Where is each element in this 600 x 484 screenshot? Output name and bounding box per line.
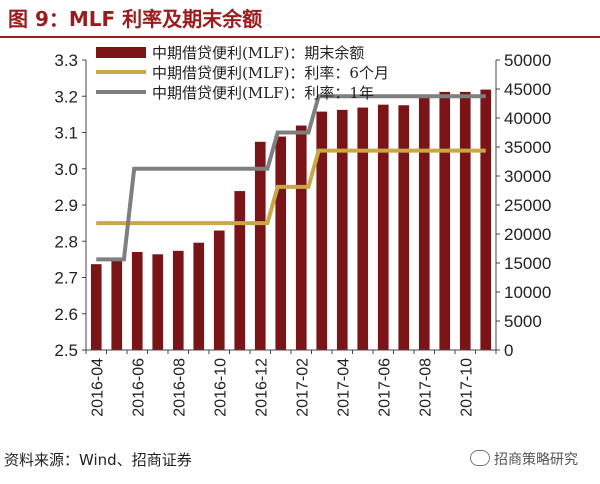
balance-bar [234, 191, 246, 350]
left-tick-label: 2.8 [54, 232, 78, 251]
balance-bar [90, 264, 102, 350]
x-tick-label: 2016-12 [253, 358, 270, 417]
right-tick-label: 0 [504, 341, 513, 360]
balance-bar [357, 107, 369, 350]
wechat-icon [470, 450, 490, 466]
balance-bar [213, 230, 225, 350]
balance-bar [439, 91, 451, 351]
right-tick-label: 35000 [504, 138, 551, 157]
right-tick-label: 25000 [504, 196, 551, 215]
balance-bar [254, 141, 266, 350]
balance-bar [152, 254, 164, 350]
title-divider [0, 36, 600, 38]
axes-group: 2.5 2.6 2.7 2.8 2.9 3.0 3.1 3.2 3.3 0 5000 10000 150… [54, 51, 551, 417]
balance-bar [377, 104, 389, 350]
x-tick-label: 2016-10 [212, 358, 229, 417]
left-tick-label: 3.0 [54, 160, 78, 179]
balance-bar [418, 95, 430, 351]
x-tick-label: 2016-06 [130, 358, 147, 417]
legend-swatch-bar [96, 47, 146, 58]
balance-bar [172, 250, 184, 350]
left-tick-label: 3.3 [54, 51, 78, 70]
right-tick-label: 10000 [504, 283, 551, 302]
right-tick-label: 5000 [504, 312, 542, 331]
balance-bar [398, 105, 410, 351]
right-tick-label: 15000 [504, 254, 551, 273]
left-tick-label: 3.2 [54, 87, 78, 106]
balance-bar [275, 136, 287, 350]
x-tick-label: 2016-08 [171, 358, 188, 417]
legend-item-rate-6m: 中期借贷便利(MLF)：利率：6个月 [152, 64, 389, 82]
right-tick-label: 40000 [504, 109, 551, 128]
left-tick-label: 2.6 [54, 305, 78, 324]
right-tick-label: 50000 [504, 51, 551, 70]
right-tick-label: 20000 [504, 225, 551, 244]
watermark: 招商策略研究 [470, 446, 578, 474]
right-tick-label: 30000 [504, 167, 551, 186]
source-note: 资料来源：Wind、招商证券 [4, 451, 192, 469]
balance-bar [459, 91, 471, 351]
x-tick-label: 2017-04 [335, 358, 352, 417]
x-tick-label: 2017-10 [458, 358, 475, 417]
rate-6m-line [96, 148, 486, 226]
x-tick-label: 2016-04 [89, 358, 106, 417]
balance-bar [193, 242, 205, 350]
left-tick-label: 3.1 [54, 124, 78, 143]
x-tick-label: 2017-08 [417, 358, 434, 417]
left-tick-label: 2.5 [54, 341, 78, 360]
left-tick-label: 2.9 [54, 196, 78, 215]
balance-bar [336, 109, 348, 350]
balance-bar [111, 258, 123, 350]
x-tick-label: 2017-06 [376, 358, 393, 417]
legend-item-balance: 中期借贷便利(MLF)：期末余额 [152, 44, 364, 62]
chart-title: 图 9：MLF 利率及期末余额 [8, 7, 263, 31]
bar-series-group [90, 89, 492, 351]
legend-item-rate-1y: 中期借贷便利(MLF)：利率：1年 [152, 84, 374, 102]
right-tick-label: 45000 [504, 80, 551, 99]
balance-bar [295, 125, 307, 350]
x-tick-label: 2017-02 [294, 358, 311, 417]
watermark-text: 招商策略研究 [494, 452, 578, 468]
line-series-group [96, 94, 486, 262]
rate-1y-line [96, 94, 486, 262]
balance-bar [480, 89, 492, 350]
balance-bar [316, 111, 328, 351]
balance-bar [131, 251, 143, 350]
legend: 中期借贷便利(MLF)：期末余额中期借贷便利(MLF)：利率：6个月中期借贷便利… [96, 44, 389, 102]
mlf-chart: 2.5 2.6 2.7 2.8 2.9 3.0 3.1 3.2 3.3 0 5000 10000 150… [54, 44, 551, 417]
left-tick-label: 2.7 [54, 269, 78, 288]
